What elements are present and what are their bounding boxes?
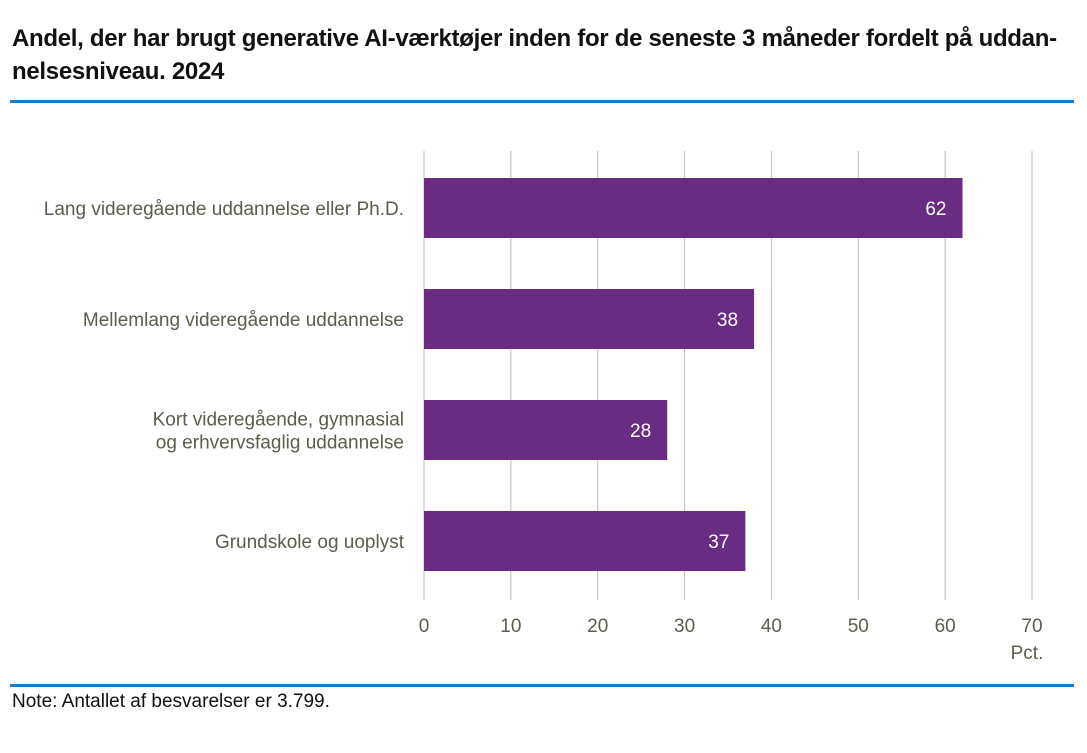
bar [424,178,963,238]
x-tick-label: 50 [848,616,869,637]
chart-title-line-1: Andel, der har brugt generative AI-værkt… [12,25,1057,52]
category-label: Lang videregående uddannelse eller Ph.D. [44,199,404,220]
bar [424,400,668,460]
bar [424,289,755,349]
bar-value-label: 62 [925,199,946,220]
category-label: og erhvervsfaglig uddannelse [156,433,404,454]
x-tick-label: 20 [587,616,608,637]
x-tick-label: 70 [1021,616,1042,637]
category-labels: Lang videregående uddannelse eller Ph.D.… [44,199,405,553]
x-tick-label: 60 [935,616,956,637]
bar-value-label: 28 [630,421,651,442]
x-tick-label: 0 [419,616,430,637]
x-axis-ticks: 0 10 20 30 40 50 60 70 [419,616,1043,637]
bottom-divider [10,684,1074,687]
bar-value-label: 38 [717,310,738,331]
category-label: Mellemlang videregående uddannelse [83,310,404,331]
x-axis-unit-label: Pct. [1011,643,1044,664]
x-tick-label: 40 [761,616,782,637]
category-label: Grundskole og uoplyst [215,532,405,553]
bar [424,511,746,571]
x-tick-label: 10 [500,616,521,637]
top-divider [10,100,1074,103]
footnote: Note: Antallet af besvarelser er 3.799. [12,691,330,712]
chart-title: Andel, der har brugt generative AI-værkt… [12,22,1072,88]
x-tick-label: 30 [674,616,695,637]
bars: 62 38 28 37 [424,178,963,571]
chart-title-line-2: nelsesniveau. 2024 [12,58,225,85]
bar-value-label: 37 [708,532,729,553]
category-label: Kort videregående, gymnasial [153,410,404,431]
